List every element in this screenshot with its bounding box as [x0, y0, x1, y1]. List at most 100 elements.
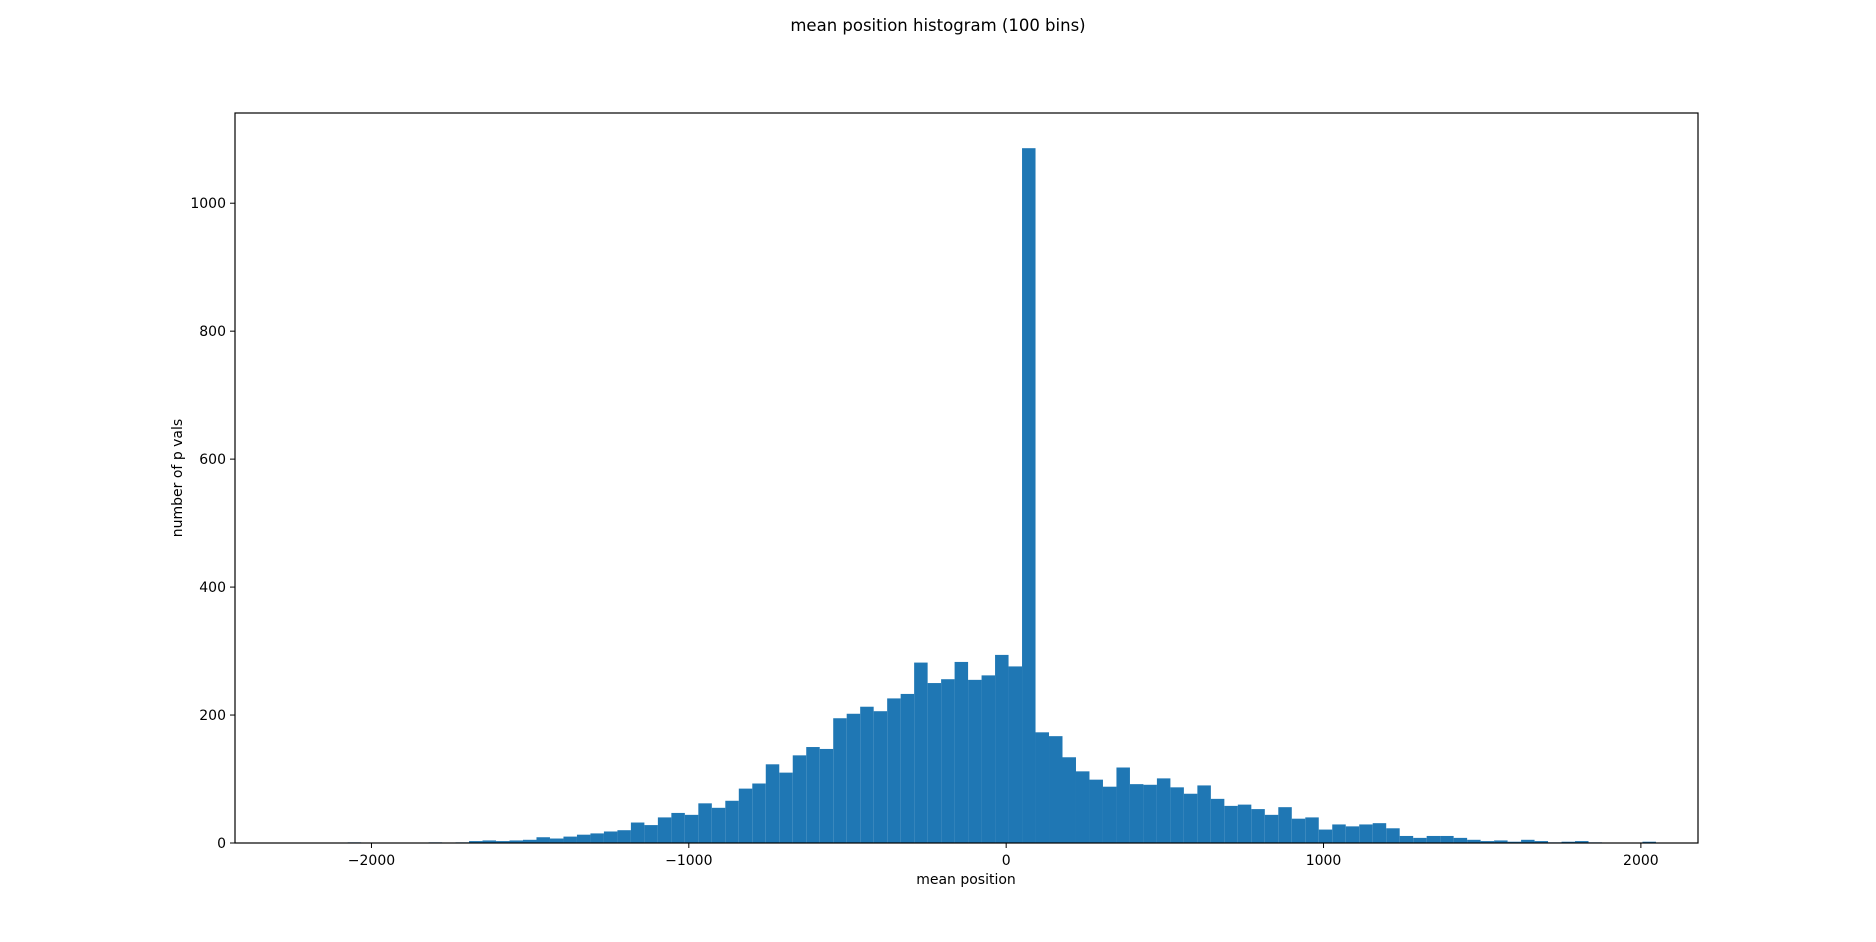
x-tick-label: −2000	[348, 853, 395, 869]
histogram-bar	[711, 807, 726, 843]
histogram-bar	[819, 748, 834, 843]
histogram-bar	[644, 825, 658, 843]
histogram-bar	[1480, 841, 1495, 843]
histogram-bar	[469, 841, 483, 843]
histogram-bar	[563, 836, 577, 843]
histogram-bar	[1224, 805, 1238, 843]
histogram-bar	[1008, 666, 1023, 843]
histogram-bar	[1642, 841, 1656, 843]
histogram-bar	[846, 713, 861, 843]
histogram-bar	[900, 693, 915, 843]
histogram-bar	[1575, 841, 1589, 843]
histogram-bar	[1075, 771, 1090, 843]
histogram-bar	[1534, 841, 1549, 843]
y-tick-label: 600	[199, 452, 226, 468]
histogram-bar	[1062, 757, 1076, 843]
histogram-bar	[806, 747, 820, 843]
histogram-bar	[1372, 823, 1387, 843]
histogram-bar	[1022, 148, 1036, 844]
histogram-bar	[1237, 804, 1252, 843]
histogram-bar	[1413, 837, 1427, 843]
histogram-bar	[1210, 798, 1225, 843]
histogram-bar	[1156, 778, 1171, 843]
histogram-bar	[779, 772, 793, 843]
histogram-bar	[738, 788, 753, 843]
histogram-bar	[1507, 841, 1522, 843]
histogram-bar	[1359, 824, 1373, 843]
histogram-bar	[1521, 839, 1535, 843]
histogram-bar	[725, 800, 739, 843]
histogram-bar	[1170, 787, 1184, 843]
histogram-bar	[603, 831, 618, 843]
histogram-bar	[1197, 785, 1211, 843]
histogram-bar	[860, 706, 874, 843]
chart-title: mean position histogram (100 bins)	[790, 16, 1085, 35]
histogram-bar	[1116, 767, 1130, 843]
histogram-bar	[1143, 784, 1157, 843]
y-axis: 0 200 400 600 800 1000	[190, 196, 235, 852]
y-axis-label: number of p vals	[170, 419, 186, 537]
histogram-bar	[522, 839, 537, 843]
y-tick-label: 1000	[190, 196, 226, 212]
y-tick-label: 800	[199, 324, 226, 340]
histogram-bar	[765, 764, 780, 843]
histogram-bar	[482, 840, 497, 843]
histogram-bar	[536, 837, 550, 843]
histogram-bar	[981, 675, 996, 843]
histogram-bar	[792, 755, 807, 843]
y-tick-label: 400	[199, 580, 226, 596]
x-tick-label: 1000	[1306, 853, 1342, 869]
histogram-bar	[630, 822, 645, 843]
y-tick-label: 0	[217, 836, 226, 852]
histogram-bar	[1318, 829, 1333, 843]
histogram-bar	[914, 662, 928, 843]
histogram-bar	[509, 840, 523, 843]
histogram-bar	[617, 830, 631, 843]
histogram-bar	[1035, 732, 1050, 843]
x-axis: −2000 −1000 0 1000 2000	[348, 843, 1659, 869]
x-tick-label: 0	[1002, 853, 1011, 869]
plot-frame	[234, 112, 1699, 844]
histogram-bar	[1291, 818, 1306, 843]
bars-group	[347, 148, 1656, 844]
histogram-bar	[1494, 840, 1508, 843]
histogram-bar	[698, 803, 712, 843]
histogram-bar	[496, 841, 510, 843]
histogram-bar	[752, 783, 766, 843]
histogram-bar	[927, 683, 942, 843]
histogram-bar	[954, 661, 969, 843]
histogram-bar	[1332, 824, 1346, 843]
histogram-bar	[873, 711, 888, 843]
histogram-bar	[1561, 841, 1576, 843]
x-tick-label: −1000	[665, 853, 712, 869]
histogram-bar	[1089, 779, 1103, 843]
x-axis-label: mean position	[916, 872, 1016, 888]
histogram-bar	[1440, 835, 1454, 843]
histogram-bar	[576, 834, 591, 843]
histogram-bar	[1453, 837, 1468, 843]
x-tick-label: 2000	[1623, 853, 1659, 869]
histogram-bar	[1102, 786, 1117, 843]
histogram-bar	[1183, 793, 1198, 843]
histogram-bar	[1264, 814, 1279, 843]
histogram-bar	[1251, 809, 1265, 843]
histogram-bar	[590, 833, 604, 843]
histogram-bar	[1345, 826, 1360, 843]
y-tick-label: 200	[199, 708, 226, 724]
histogram-bar	[671, 812, 685, 843]
histogram-bar	[657, 817, 672, 843]
histogram-bar	[995, 654, 1009, 843]
histogram-bar	[1129, 784, 1144, 843]
histogram-bar	[1049, 736, 1063, 843]
histogram-bar	[1467, 839, 1481, 843]
histogram-bar	[549, 838, 564, 843]
histogram-bar	[1399, 835, 1414, 843]
histogram-bar	[1426, 835, 1441, 843]
histogram-bar	[1386, 828, 1400, 843]
histogram-bar	[941, 679, 955, 843]
histogram-bar	[1278, 807, 1292, 843]
histogram-bar	[833, 718, 847, 843]
histogram-bar	[887, 698, 901, 843]
histogram-bar	[968, 679, 982, 843]
